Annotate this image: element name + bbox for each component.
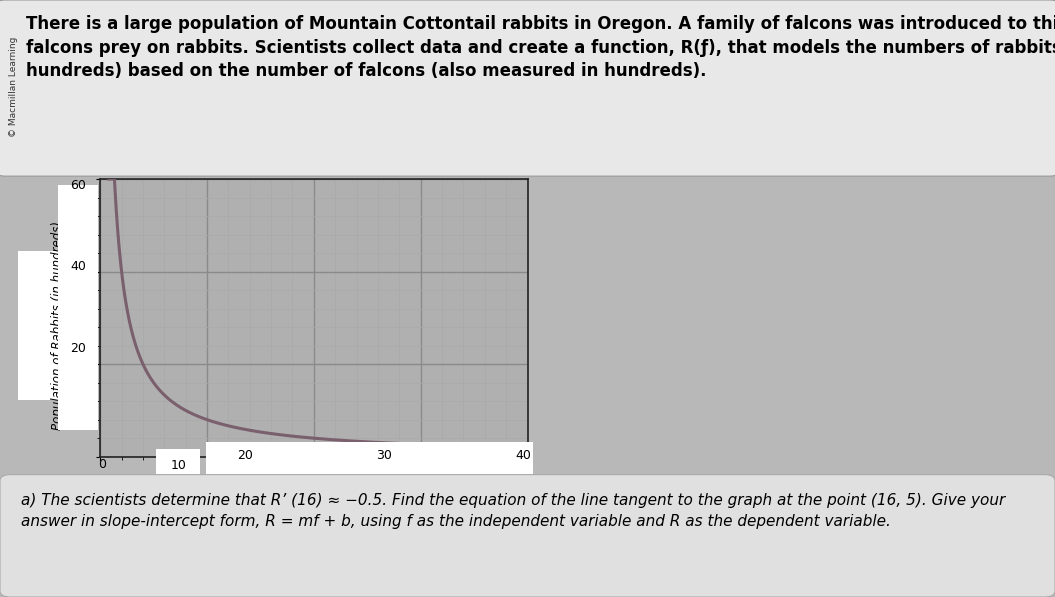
Text: 10: 10 [170,459,187,472]
Text: 20: 20 [70,341,87,355]
FancyBboxPatch shape [14,243,101,407]
Text: 0: 0 [98,458,107,472]
FancyBboxPatch shape [56,173,100,442]
Text: © Macmillan Learning: © Macmillan Learning [9,36,18,137]
Text: 30: 30 [376,450,391,463]
FancyBboxPatch shape [153,447,204,484]
Text: 60: 60 [70,179,87,192]
Text: a) The scientists determine that R’ (16) ≈ −0.5. Find the equation of the line t: a) The scientists determine that R’ (16)… [21,493,1005,528]
Text: 20: 20 [237,450,253,463]
Text: 40: 40 [515,450,531,463]
Text: Population of Falcons (in hundreds): Population of Falcons (in hundreds) [258,476,480,489]
Text: Population of Rabbits (in hundreds): Population of Rabbits (in hundreds) [51,221,64,430]
Text: There is a large population of Mountain Cottontail rabbits in Oregon. A family o: There is a large population of Mountain … [26,15,1055,80]
FancyBboxPatch shape [190,439,549,495]
Text: 40: 40 [70,260,87,273]
